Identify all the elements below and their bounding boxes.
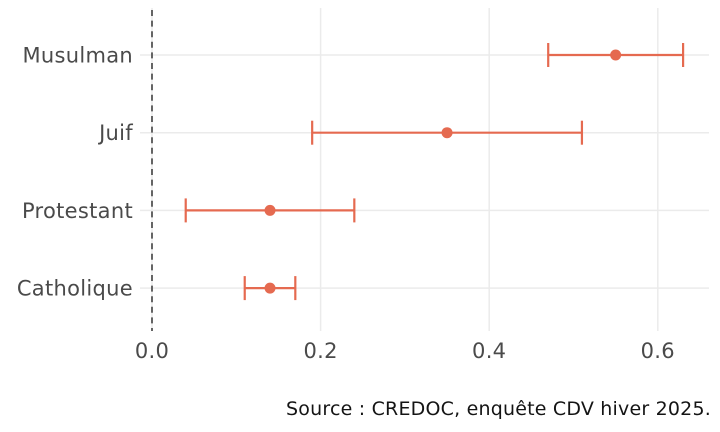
category-label-catholique: Catholique: [17, 277, 133, 301]
point-musulman: [610, 49, 622, 61]
x-tick-label: 0.0: [135, 339, 169, 363]
x-tick-label: 0.2: [303, 339, 337, 363]
point-protestant: [264, 204, 276, 216]
category-label-juif: Juif: [97, 121, 133, 145]
category-label-protestant: Protestant: [22, 199, 133, 223]
source-caption: Source : CREDOC, enquête CDV hiver 2025.: [286, 398, 711, 420]
x-tick-label: 0.4: [472, 339, 506, 363]
x-tick-label: 0.6: [641, 339, 675, 363]
point-catholique: [264, 282, 276, 294]
category-label-musulman: Musulman: [22, 44, 133, 68]
point-juif: [441, 127, 453, 139]
